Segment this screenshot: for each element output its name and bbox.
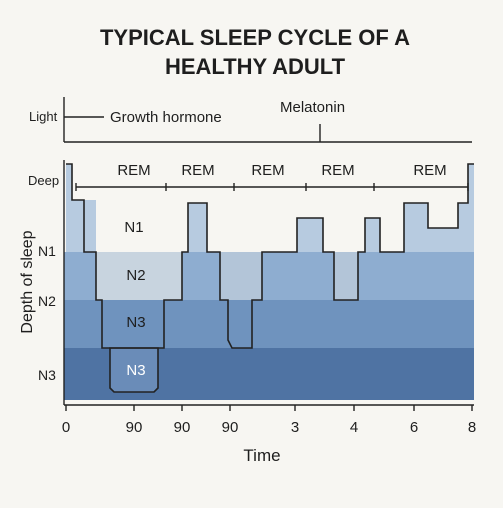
stage-label-n1: N1	[124, 219, 143, 236]
rem-label-3: REM	[321, 162, 354, 179]
y-tick-n2: N2	[38, 293, 56, 309]
growth-hormone-label: Growth hormone	[110, 109, 222, 126]
x-tick-2: 90	[174, 419, 191, 436]
y-tick-n1: N1	[38, 243, 56, 259]
title-line-2: HEALTHY ADULT	[165, 54, 346, 79]
title-line-1: TYPICAL SLEEP CYCLE OF A	[100, 25, 410, 50]
x-tick-3: 90	[222, 419, 239, 436]
melatonin-label: Melatonin	[280, 99, 345, 116]
x-tick-5: 4	[350, 419, 358, 436]
y-tick-n3: N3	[38, 367, 56, 383]
rem-peak-fill-0	[66, 164, 84, 252]
x-tick-0: 0	[62, 419, 70, 436]
n2-region-3	[334, 252, 358, 300]
rem-label-0: REM	[117, 162, 150, 179]
rem-label-2: REM	[251, 162, 284, 179]
stage-label-n3-deep: N3	[126, 362, 145, 379]
x-axis-label: Time	[243, 446, 280, 465]
rem-peak-fill-3	[365, 218, 380, 252]
stage-label-n3: N3	[126, 314, 145, 331]
n2-region-2	[220, 252, 262, 300]
x-tick-4: 3	[291, 419, 299, 436]
rem-peak-fill-1	[182, 203, 207, 252]
x-tick-6: 6	[410, 419, 418, 436]
n2-region	[96, 252, 182, 300]
rem-peak-fill-2	[297, 218, 323, 252]
x-tick-1: 90	[126, 419, 143, 436]
x-tick-7: 8	[468, 419, 476, 436]
stage-label-n2: N2	[126, 267, 145, 284]
y-tick-deep: Deep	[28, 173, 59, 188]
hypnogram-line	[66, 163, 474, 349]
band-n2	[64, 300, 474, 348]
rem-label-1: REM	[181, 162, 214, 179]
rem-peak-fill-4	[404, 164, 474, 252]
n1-region	[84, 200, 96, 252]
y-axis-label: Depth of sleep	[19, 230, 36, 333]
light-label: Light	[29, 109, 58, 124]
rem-label-4: REM	[413, 162, 446, 179]
